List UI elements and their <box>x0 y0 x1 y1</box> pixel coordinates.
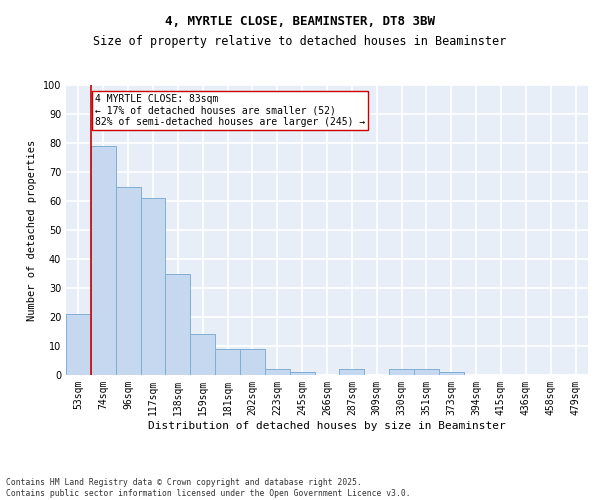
Bar <box>215 349 240 375</box>
Bar <box>240 349 265 375</box>
Y-axis label: Number of detached properties: Number of detached properties <box>27 140 37 320</box>
Bar <box>91 146 116 375</box>
Bar <box>439 372 464 375</box>
Text: 4, MYRTLE CLOSE, BEAMINSTER, DT8 3BW: 4, MYRTLE CLOSE, BEAMINSTER, DT8 3BW <box>165 15 435 28</box>
X-axis label: Distribution of detached houses by size in Beaminster: Distribution of detached houses by size … <box>148 420 506 430</box>
Bar <box>265 369 290 375</box>
Text: 4 MYRTLE CLOSE: 83sqm
← 17% of detached houses are smaller (52)
82% of semi-deta: 4 MYRTLE CLOSE: 83sqm ← 17% of detached … <box>95 94 365 127</box>
Bar <box>389 369 414 375</box>
Text: Contains HM Land Registry data © Crown copyright and database right 2025.
Contai: Contains HM Land Registry data © Crown c… <box>6 478 410 498</box>
Text: Size of property relative to detached houses in Beaminster: Size of property relative to detached ho… <box>94 35 506 48</box>
Bar <box>190 334 215 375</box>
Bar <box>414 369 439 375</box>
Bar <box>340 369 364 375</box>
Bar <box>140 198 166 375</box>
Bar <box>290 372 314 375</box>
Bar <box>166 274 190 375</box>
Bar <box>66 314 91 375</box>
Bar <box>116 186 140 375</box>
